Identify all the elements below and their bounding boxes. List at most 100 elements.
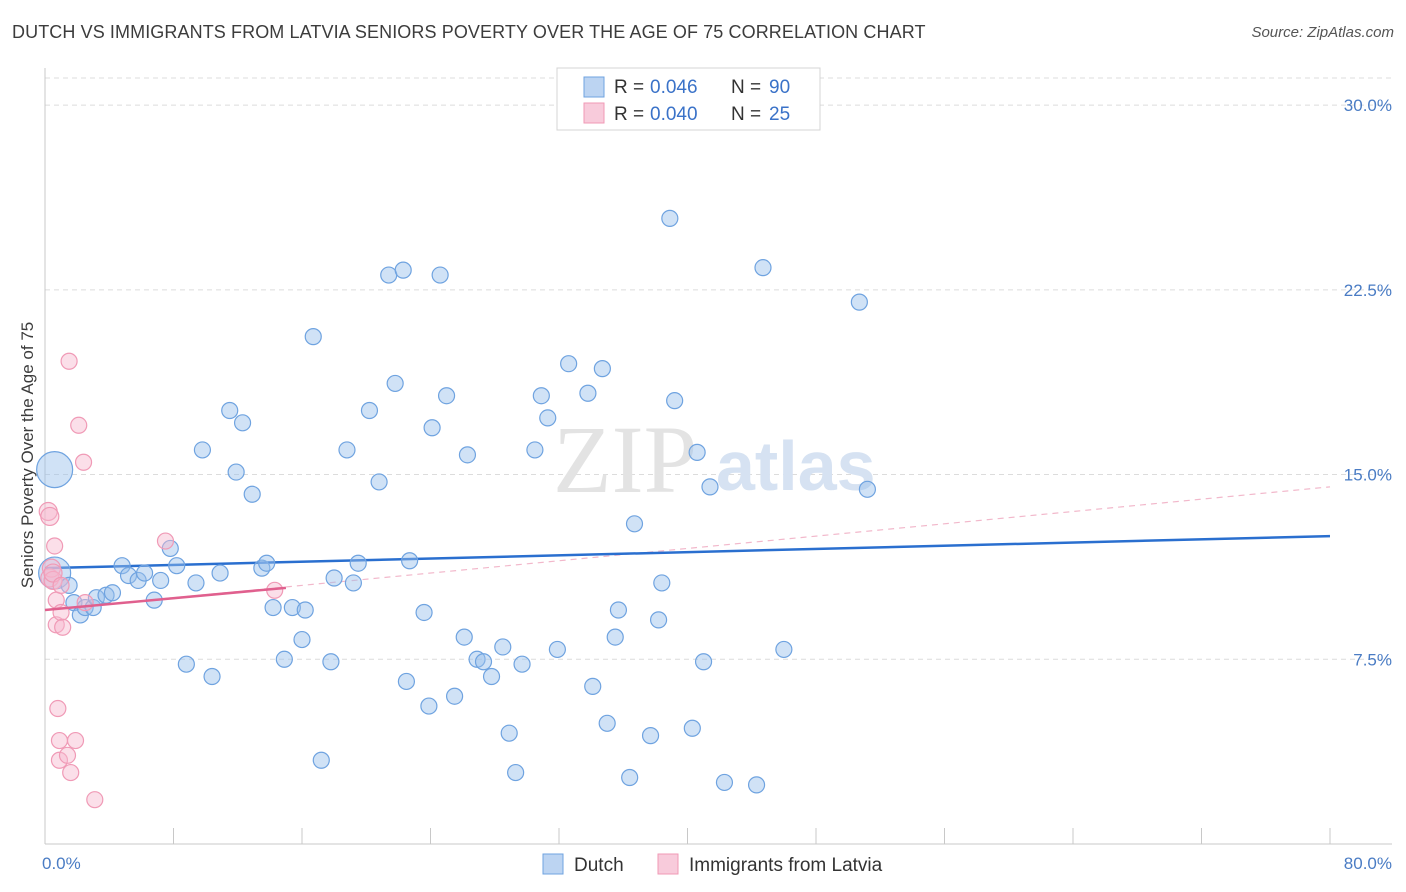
data-point-dutch [386,374,404,393]
stats-legend: R = 0.046 N = 90 R = 0.040 N = 25 [556,67,821,131]
data-point-dutch [203,667,221,686]
data-point-dutch [304,328,322,346]
data-point-dutch [532,387,550,405]
legend-n-value-latvia: 25 [769,104,790,125]
y-tick-label: 7.5% [1353,650,1392,669]
data-point-dutch [661,209,679,227]
data-point-dutch [775,640,793,659]
data-point-dutch [325,569,343,587]
legend-r-value-latvia: 0.040 [650,104,698,125]
data-point-dutch [177,655,195,673]
data-point-dutch [211,564,229,582]
x-tick-label-max: 80.0% [1344,854,1392,873]
data-point-dutch [606,628,624,646]
data-point-dutch [187,574,205,592]
data-point-dutch [221,401,239,420]
data-point-dutch [513,655,531,673]
data-point-dutch [500,724,518,742]
chart-source: Source: ZipAtlas.com [1251,24,1394,41]
legend-swatch-latvia [583,102,605,124]
axes [44,68,1392,845]
data-point-latvia [49,699,67,718]
data-point-dutch [296,601,314,619]
data-point-dutch [641,727,660,745]
data-point-latvia [58,746,77,764]
watermark-zip: ZIP [553,406,697,513]
trend-line-dutch [44,534,1331,570]
data-point-dutch [135,564,154,582]
data-point-dutch [458,446,477,464]
data-point-dutch [539,409,557,427]
data-point-dutch [283,598,301,617]
watermark-atlas: atlas [716,427,876,505]
data-point-dutch [253,559,271,577]
chart-title: DUTCH VS IMMIGRANTS FROM LATVIA SENIORS … [12,22,926,42]
data-point-dutch [598,714,616,732]
legend-swatch-dutch [583,76,605,98]
data-point-dutch [423,419,441,437]
data-point-dutch [507,763,525,782]
data-point-dutch [609,601,628,619]
bottom-legend-swatch-latvia [657,853,679,875]
data-point-dutch [401,552,419,570]
data-point-dutch [415,603,433,622]
data-point-latvia [70,416,88,434]
legend-n-label-dutch: N = [731,77,761,98]
y-tick-label: 22.5% [1344,281,1392,300]
data-point-dutch [858,480,877,498]
y-axis-label: Seniors Poverty Over the Age of 75 [18,322,37,588]
data-point-dutch [625,515,644,533]
data-point-latvia [52,576,70,594]
data-point-dutch [152,571,170,590]
data-point-latvia [76,594,94,612]
data-point-dutch [322,653,340,671]
data-point-dutch [621,768,639,787]
data-point-dutch [747,776,766,794]
data-point-latvia [62,763,80,782]
bottom-legend-label-latvia: Immigrants from Latvia [689,855,883,876]
legend-r-value-dutch: 0.046 [650,77,698,98]
data-point-dutch [338,441,356,459]
data-point-dutch [694,653,713,671]
data-point-dutch [548,640,566,659]
data-point-dutch [437,387,456,405]
legend-r-label-latvia: R = [614,104,644,125]
data-point-dutch [243,485,261,503]
data-point-dutch [312,751,330,769]
data-point-dutch [193,441,212,459]
legend-n-label-latvia: N = [731,104,761,125]
data-point-dutch [850,293,868,311]
data-point-latvia [46,537,64,555]
data-point-dutch [397,672,416,691]
y-tick-label: 15.0% [1344,466,1392,485]
series-legend: Dutch Immigrants from Latvia [542,853,883,876]
data-point-dutch [113,557,131,575]
data-point-latvia [60,352,78,370]
data-point-dutch [103,584,122,602]
data-point-dutch [560,355,578,373]
data-point-dutch [683,719,701,737]
data-point-latvia [40,506,60,527]
data-point-latvia [74,453,93,471]
data-point-latvia [43,570,63,591]
data-point-dutch [579,384,597,402]
data-point-dutch [420,697,438,715]
data-point-dutch [370,473,388,491]
data-point-dutch [227,463,245,481]
trend-line-latvia [44,586,287,612]
data-point-dutch [344,574,362,592]
data-point-dutch [754,259,772,277]
data-point-latvia [156,532,175,550]
data-point-dutch [474,653,493,671]
data-point-dutch [258,554,276,572]
x-tick-labels: 0.0% 80.0% [42,854,1392,873]
data-point-latvia [54,618,72,636]
data-point-dutch [360,401,379,420]
data-point-dutch [431,266,449,284]
data-point-dutch [688,443,706,461]
data-point-dutch [653,574,671,592]
data-point-dutch [168,557,186,575]
data-point-dutch [584,677,602,695]
data-point-dutch [455,628,473,646]
data-point-latvia [86,791,104,809]
